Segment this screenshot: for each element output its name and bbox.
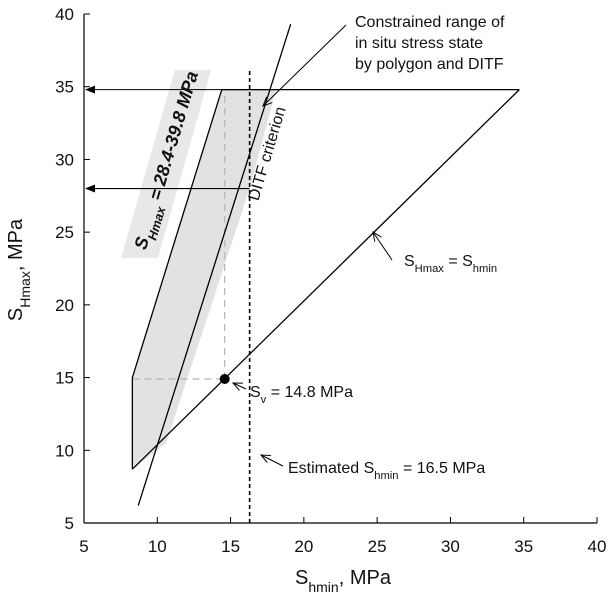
y-tick-label: 20 [55, 296, 74, 315]
x-tick-label: 25 [368, 537, 387, 556]
shmax-equals-shmin-label: SHmax = Shmin [404, 253, 497, 275]
constrained-range-label-line: by polygon and DITF [355, 56, 504, 73]
range-label-band [121, 70, 211, 258]
sv-pointer [232, 382, 247, 390]
constrained-range-label-line: in situ stress state [355, 35, 483, 52]
y-tick-label: 30 [55, 150, 74, 169]
estimated-shmin-pointer-head [259, 454, 271, 463]
y-tick-label: 25 [55, 223, 74, 242]
x-tick-label: 15 [221, 537, 240, 556]
x-tick-label: 35 [514, 537, 533, 556]
range-arrow-head [85, 85, 95, 94]
x-tick-label: 30 [441, 537, 460, 556]
y-tick-label: 10 [55, 441, 74, 460]
constrained-range-pointer-head [262, 96, 273, 107]
estimated-shmin-pointer [260, 454, 284, 467]
sv-point [219, 374, 230, 385]
axes: 5 10 15 20 25 30 35 40 5 10 15 20 25 30 35 40 Shmin, MPa… [5, 5, 606, 595]
one-to-one-pointer-head [372, 230, 382, 242]
stress-polygon-upper [131, 88, 520, 470]
y-axis-title: SHmax, MPa [5, 218, 33, 321]
x-tick-label: 10 [148, 537, 167, 556]
sv-pointer-head [231, 382, 243, 391]
y-tick-label: 40 [55, 5, 74, 24]
y-tick-label: 35 [55, 78, 74, 97]
plot-area [85, 23, 520, 523]
one-to-one-pointer [372, 231, 393, 261]
sv-label: Sv = 14.8 MPa [250, 384, 353, 406]
x-tick-label: 5 [79, 537, 88, 556]
x-tick-label: 20 [294, 537, 313, 556]
frictional-limit-line [137, 23, 292, 506]
x-tick-label: 40 [588, 537, 607, 556]
constrained-range-label-line: Constrained range of [355, 14, 505, 31]
x-axis-title: Shmin, MPa [295, 567, 392, 595]
y-tick-label: 15 [55, 369, 74, 388]
range-arrow-head [85, 184, 95, 193]
constrained-range-pointer [262, 24, 347, 107]
shmax-equals-shmin-line [131, 89, 520, 470]
estimated-shmin-label: Estimated Shmin = 16.5 MPa [288, 460, 485, 482]
y-tick-label: 5 [65, 514, 74, 533]
